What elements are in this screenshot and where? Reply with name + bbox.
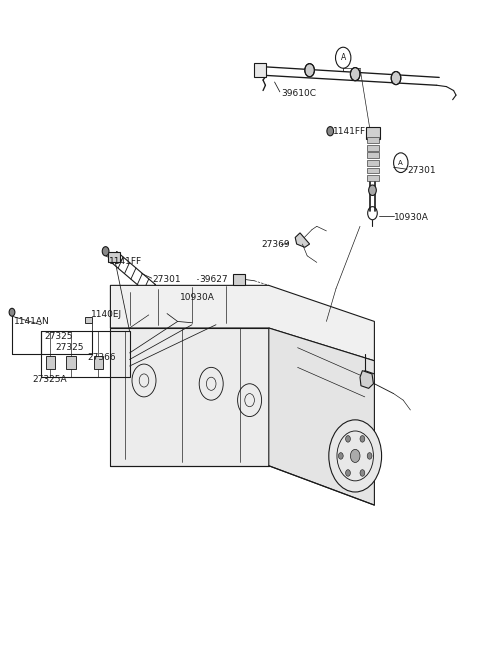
Polygon shape [110, 285, 374, 361]
Text: 39627: 39627 [199, 275, 228, 284]
Bar [66, 356, 76, 369]
Circle shape [369, 185, 376, 195]
Text: 10930A: 10930A [394, 213, 429, 222]
Polygon shape [295, 233, 310, 247]
Circle shape [102, 247, 109, 256]
Bar [108, 252, 120, 262]
Text: 10930A: 10930A [180, 293, 215, 302]
Circle shape [338, 453, 343, 459]
Circle shape [391, 72, 401, 85]
Text: 1140EJ: 1140EJ [91, 310, 122, 319]
Text: 27301: 27301 [153, 275, 181, 284]
Text: 1141FF: 1141FF [109, 256, 143, 266]
Bar [94, 356, 103, 369]
Text: 27325: 27325 [44, 332, 72, 341]
Polygon shape [360, 371, 373, 388]
Circle shape [350, 68, 360, 81]
Circle shape [346, 436, 350, 442]
Circle shape [350, 449, 360, 462]
Circle shape [9, 308, 15, 316]
Text: 27366: 27366 [88, 353, 117, 362]
Bar [367, 152, 379, 158]
Circle shape [329, 420, 382, 492]
Text: 39610C: 39610C [281, 89, 316, 98]
Circle shape [327, 127, 334, 136]
Bar [41, 331, 130, 377]
Polygon shape [110, 328, 269, 466]
Bar [367, 145, 379, 151]
Text: 27325: 27325 [55, 342, 84, 352]
Text: 1141FF: 1141FF [333, 127, 366, 136]
Text: A: A [398, 159, 403, 166]
Circle shape [360, 470, 365, 476]
Bar [46, 356, 55, 369]
Bar [233, 274, 245, 285]
Bar [367, 167, 379, 173]
Text: A: A [341, 53, 346, 62]
Text: 1141AN: 1141AN [14, 317, 50, 326]
Polygon shape [269, 328, 374, 505]
Bar [254, 63, 266, 77]
Text: 27325A: 27325A [33, 375, 67, 384]
Bar [367, 160, 379, 166]
Text: 27301: 27301 [407, 166, 436, 175]
Circle shape [367, 453, 372, 459]
Bar [367, 137, 379, 143]
Text: 27369: 27369 [262, 240, 290, 249]
Circle shape [305, 64, 314, 77]
Bar [366, 127, 380, 139]
Circle shape [360, 436, 365, 442]
Circle shape [346, 470, 350, 476]
Bar [85, 317, 92, 323]
Bar [367, 175, 379, 181]
